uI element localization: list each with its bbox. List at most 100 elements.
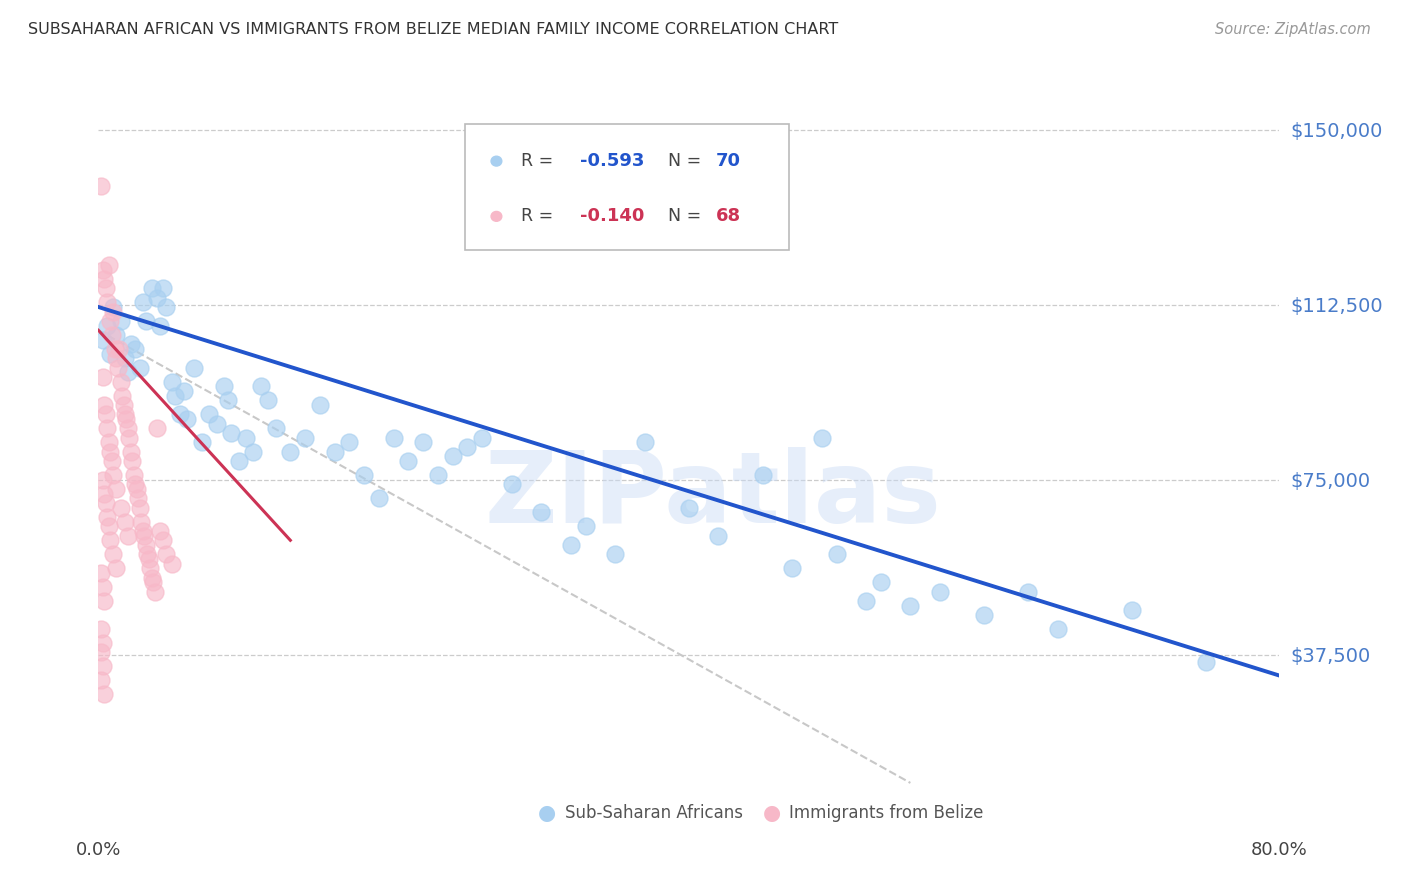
- Point: [212, 379, 235, 393]
- Point: [90, 178, 112, 193]
- Point: [98, 444, 121, 458]
- Point: [149, 524, 172, 538]
- Text: N =: N =: [657, 207, 707, 226]
- FancyBboxPatch shape: [464, 124, 789, 250]
- Point: [103, 304, 125, 318]
- Point: [94, 496, 117, 510]
- Point: [110, 375, 132, 389]
- Point: [217, 393, 239, 408]
- Point: [353, 467, 375, 482]
- Point: [104, 342, 127, 356]
- Point: [825, 547, 848, 561]
- Point: [105, 561, 128, 575]
- Point: [121, 454, 143, 468]
- Point: [501, 477, 523, 491]
- Point: [135, 314, 157, 328]
- Point: [221, 425, 243, 440]
- Point: [96, 295, 118, 310]
- Point: [228, 454, 250, 468]
- Point: [96, 318, 118, 333]
- Point: [143, 584, 166, 599]
- Point: [634, 435, 657, 450]
- Point: [427, 467, 450, 482]
- Point: [142, 575, 165, 590]
- Point: [91, 473, 114, 487]
- Point: [136, 547, 159, 561]
- Point: [575, 519, 598, 533]
- Point: [93, 486, 115, 500]
- Point: [155, 300, 177, 314]
- Point: [339, 435, 361, 450]
- Point: [93, 272, 115, 286]
- Point: [91, 580, 114, 594]
- Point: [457, 440, 479, 454]
- Point: [117, 365, 139, 379]
- Point: [103, 547, 125, 561]
- Point: [114, 407, 136, 421]
- Point: [118, 431, 141, 445]
- Point: [149, 318, 172, 333]
- Point: [135, 538, 157, 552]
- Text: 68: 68: [716, 207, 741, 226]
- Point: [973, 607, 995, 622]
- Point: [162, 557, 183, 571]
- Ellipse shape: [491, 156, 502, 166]
- Point: [205, 417, 228, 431]
- Text: N =: N =: [657, 153, 707, 170]
- Point: [530, 505, 553, 519]
- Point: [257, 393, 280, 408]
- Point: [112, 398, 135, 412]
- Point: [191, 435, 214, 450]
- Point: [96, 421, 118, 435]
- Point: [183, 360, 205, 375]
- Point: [141, 281, 163, 295]
- Point: [107, 360, 129, 375]
- Point: [855, 594, 877, 608]
- Point: [93, 687, 115, 701]
- Point: [90, 645, 112, 659]
- Point: [169, 407, 191, 421]
- Point: [93, 398, 115, 412]
- Point: [105, 328, 128, 343]
- Point: [412, 435, 434, 450]
- Point: [120, 337, 142, 351]
- Point: [90, 622, 112, 636]
- Point: [471, 431, 494, 445]
- Point: [91, 262, 114, 277]
- Point: [120, 444, 142, 458]
- Point: [139, 561, 162, 575]
- Point: [91, 333, 114, 347]
- Point: [900, 599, 922, 613]
- Text: Source: ZipAtlas.com: Source: ZipAtlas.com: [1215, 22, 1371, 37]
- Point: [111, 389, 134, 403]
- Point: [309, 398, 332, 412]
- Point: [115, 412, 138, 426]
- Point: [103, 467, 125, 482]
- Point: [110, 500, 132, 515]
- Point: [94, 407, 117, 421]
- Text: Sub-Saharan Africans: Sub-Saharan Africans: [565, 804, 742, 822]
- Text: -0.593: -0.593: [581, 153, 645, 170]
- Point: [132, 524, 155, 538]
- Point: [97, 258, 120, 272]
- Point: [152, 533, 174, 548]
- Point: [97, 519, 120, 533]
- Point: [100, 328, 122, 343]
- Point: [560, 538, 582, 552]
- Point: [235, 431, 257, 445]
- Point: [782, 561, 804, 575]
- Point: [132, 295, 155, 310]
- Text: ●: ●: [538, 803, 557, 823]
- Point: [117, 528, 139, 542]
- Point: [198, 407, 221, 421]
- Point: [93, 594, 115, 608]
- Text: R =: R =: [522, 153, 560, 170]
- Point: [250, 379, 273, 393]
- Text: -0.140: -0.140: [581, 207, 645, 226]
- Point: [155, 547, 177, 561]
- Point: [323, 444, 346, 458]
- Point: [96, 510, 118, 524]
- Text: 70: 70: [716, 153, 741, 170]
- Point: [870, 575, 893, 590]
- Point: [605, 547, 627, 561]
